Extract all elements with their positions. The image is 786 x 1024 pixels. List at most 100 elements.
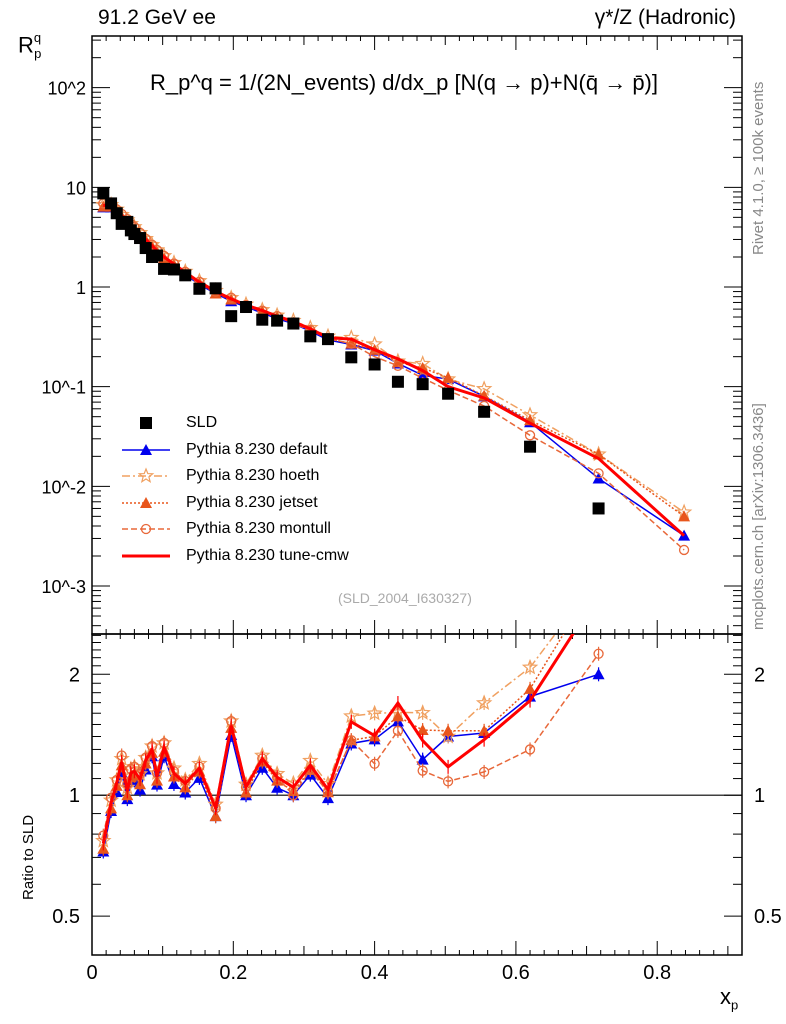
x-tick-label: 0 xyxy=(86,962,97,984)
y-tick-label: 10^-3 xyxy=(42,577,86,597)
ratio-point-montull xyxy=(369,758,380,769)
ratio-point-jetset xyxy=(442,724,455,736)
point-default xyxy=(416,369,429,381)
ratio-series-group xyxy=(95,570,605,859)
ratio-point-montull xyxy=(593,648,604,659)
y-tick-label: 10^2 xyxy=(48,79,86,99)
x-axis-label-sub: p xyxy=(731,997,739,1013)
ratio-y-tick-label-right: 1 xyxy=(754,785,765,807)
legend-swatch xyxy=(122,443,170,455)
ratio-y-tick-label-right: 0.5 xyxy=(754,906,782,928)
ratio-point-hoeth xyxy=(366,704,383,721)
point-SLD xyxy=(368,358,381,371)
ratio-point-default xyxy=(592,668,605,680)
ratio-point-hoeth xyxy=(521,658,539,675)
legend-item: Pythia 8.230 jetset xyxy=(118,490,349,517)
y-axis-label-sup: q xyxy=(33,30,42,45)
point-SLD xyxy=(345,351,358,364)
ratio-y-tick-label: 2 xyxy=(69,664,80,686)
mcplots-label: mcplots.cern.ch [arXiv:1306.3436] xyxy=(750,403,767,630)
ratio-y-label: Ratio to SLD xyxy=(20,814,37,900)
rivet-label: Rivet 4.1.0, ≥ 100k events xyxy=(750,81,767,255)
title-left: 91.2 GeV ee xyxy=(98,6,216,29)
y-axis-label-sub: p xyxy=(34,45,42,61)
point-montull xyxy=(593,468,604,479)
ratio-point-montull xyxy=(346,735,357,746)
main-series-group xyxy=(94,187,693,556)
ratio-point-jetset xyxy=(593,571,605,582)
ratio-point-montull xyxy=(442,776,454,787)
x-tick-label: 0.6 xyxy=(502,962,530,984)
y-axis-label-main: R xyxy=(18,32,34,58)
point-SLD xyxy=(110,207,123,220)
legend-swatch xyxy=(122,524,170,535)
ratio-point-montull xyxy=(524,744,536,755)
legend-marker xyxy=(140,524,152,535)
point-jetset xyxy=(678,510,691,522)
legend-item: Pythia 8.230 montull xyxy=(118,516,349,543)
point-SLD xyxy=(304,330,317,343)
point-SLD xyxy=(158,262,171,275)
point-SLD xyxy=(151,249,163,262)
legend-item: Pythia 8.230 tune-cmw xyxy=(118,543,349,570)
ratio-point-montull xyxy=(478,766,490,778)
point-SLD xyxy=(592,502,605,515)
ratio-point-jetset xyxy=(416,724,429,736)
point-SLD xyxy=(225,310,238,323)
ratio-point-montull xyxy=(392,725,404,736)
legend: SLD Pythia 8.230 default Pythia 8.230 hoet… xyxy=(118,410,349,569)
y-axis-label: Rqp xyxy=(18,30,42,61)
ratio-point-jetset xyxy=(209,810,222,822)
x-tick-label: 0.8 xyxy=(643,962,671,984)
ratio-point-hoeth xyxy=(592,570,605,583)
formula: R_p^q = 1/(2N_events) d/dx_p [N(q → p)+N… xyxy=(150,70,658,95)
legend-marker xyxy=(137,467,155,484)
point-SLD xyxy=(179,269,192,282)
point-SLD xyxy=(193,282,206,295)
ratio-line-default xyxy=(102,673,599,852)
legend-marker xyxy=(140,417,152,430)
title-right: γ*/Z (Hadronic) xyxy=(594,6,736,29)
legend-item: Pythia 8.230 default xyxy=(118,437,349,464)
legend-label: Pythia 8.230 montull xyxy=(186,520,331,538)
point-montull xyxy=(678,544,690,556)
point-SLD xyxy=(416,378,429,391)
point-SLD xyxy=(524,440,537,453)
legend-swatch xyxy=(122,467,170,484)
reference-label: (SLD_2004_I630327) xyxy=(338,590,472,606)
legend-swatch xyxy=(122,496,170,508)
ratio-y-tick-label: 0.5 xyxy=(52,906,80,928)
x-axis-label-main: x xyxy=(720,984,731,1009)
ratio-point-hoeth xyxy=(414,704,431,720)
point-SLD xyxy=(271,314,284,327)
legend-label: Pythia 8.230 tune-cmw xyxy=(186,546,349,564)
x-tick-label: 0.4 xyxy=(361,962,389,984)
y-tick-label: 10^-2 xyxy=(42,477,86,497)
legend-label: SLD xyxy=(186,414,218,432)
legend-label: Pythia 8.230 default xyxy=(186,440,328,458)
point-montull xyxy=(524,430,536,441)
point-SLD xyxy=(478,405,491,418)
point-montull xyxy=(392,360,404,371)
ratio-y-tick-label: 1 xyxy=(69,785,80,807)
ratio-point-hoeth xyxy=(475,694,493,711)
legend-label: Pythia 8.230 hoeth xyxy=(186,467,320,485)
legend-label: Pythia 8.230 jetset xyxy=(186,493,318,511)
point-SLD xyxy=(134,232,147,245)
ratio-point-jetset xyxy=(524,682,537,694)
point-SLD xyxy=(442,387,455,400)
point-SLD xyxy=(121,215,134,228)
point-SLD xyxy=(391,375,404,388)
point-SLD xyxy=(321,333,334,346)
x-tick-label: 0.2 xyxy=(219,962,247,984)
y-tick-label: 10^-1 xyxy=(42,378,86,398)
point-SLD xyxy=(209,282,222,295)
point-SLD xyxy=(287,317,300,330)
point-SLD xyxy=(97,187,110,200)
point-SLD xyxy=(105,197,118,210)
legend-marker xyxy=(140,496,152,508)
point-SLD xyxy=(256,313,269,326)
point-jetset xyxy=(442,371,455,383)
